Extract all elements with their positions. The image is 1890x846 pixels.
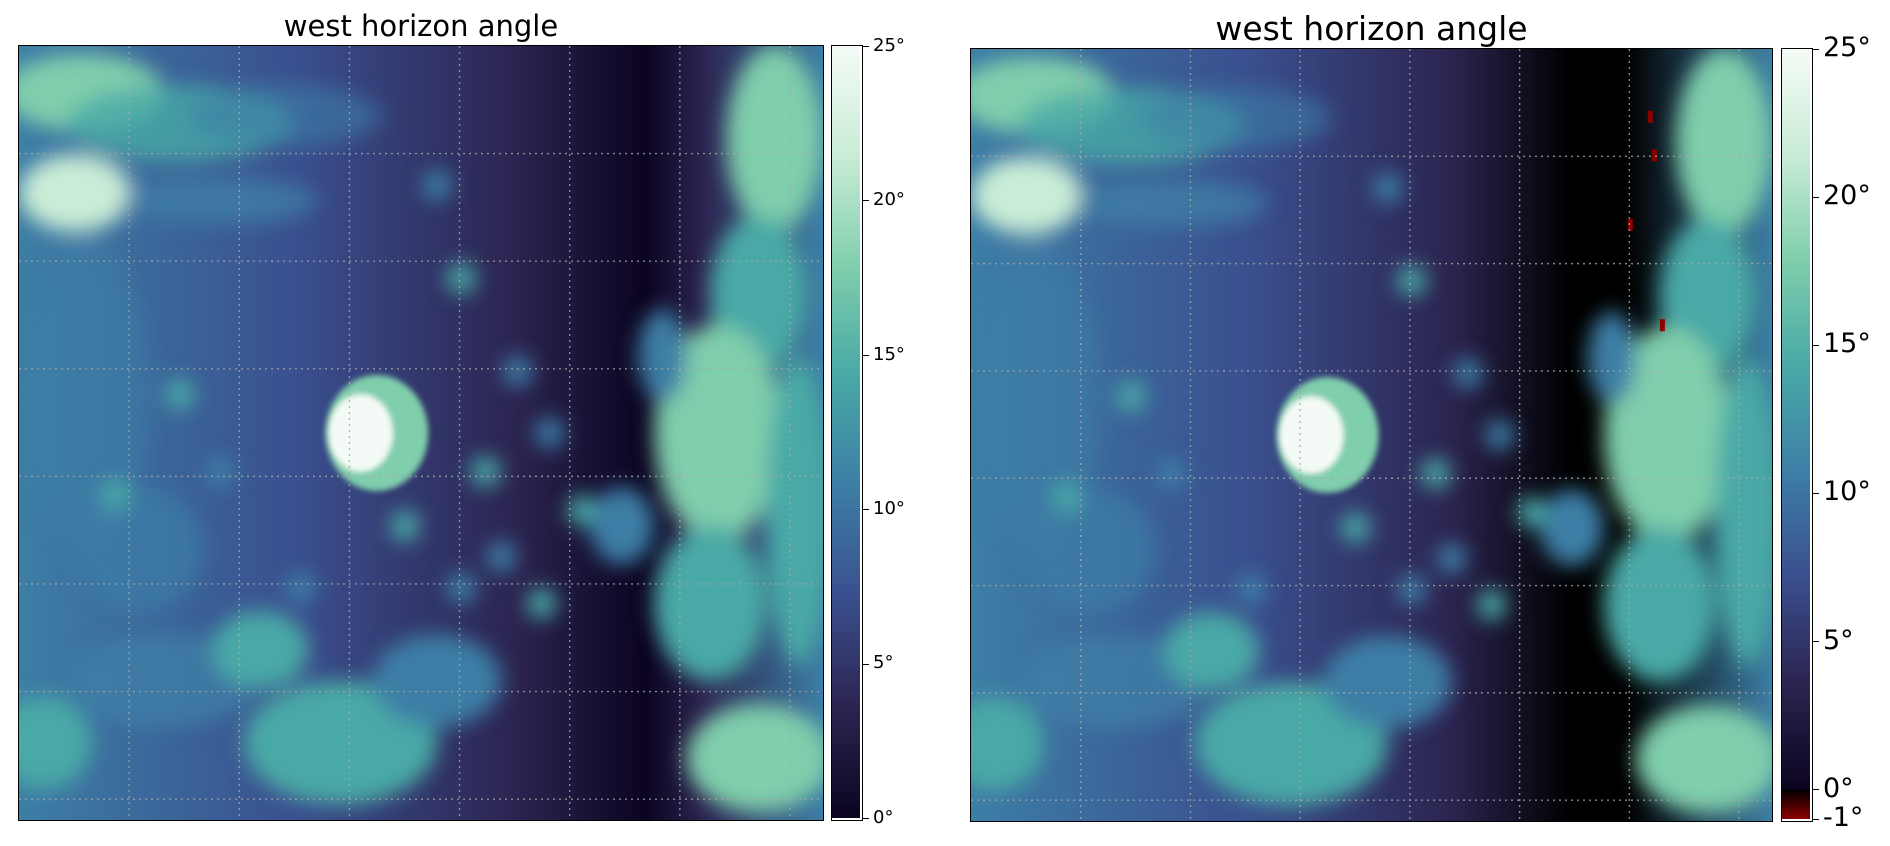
tick-mark (862, 509, 869, 511)
tick-label: 0° (1823, 772, 1854, 804)
colorbar-left: 0° 5° 10° 15° 20° 25° (831, 35, 905, 828)
heatmap-image (971, 49, 1772, 821)
colorbar-gradient (832, 46, 860, 818)
colorbar-gradient (1782, 49, 1810, 819)
tick-mark (1812, 197, 1819, 199)
tick-mark (1812, 641, 1819, 643)
tick-mark (1812, 345, 1819, 347)
tick-mark (1812, 49, 1819, 50)
tick-mark (1812, 789, 1819, 791)
tick-label: 20° (1823, 180, 1871, 212)
tick-mark (862, 663, 869, 665)
grid-lines (19, 46, 823, 820)
tick-label: 0° (873, 806, 894, 828)
chart-title: west horizon angle (283, 9, 559, 43)
tick-label: 10° (1823, 476, 1871, 508)
tick-label: 5° (1823, 624, 1854, 656)
tick-label: 15° (873, 343, 905, 365)
terrain-layer (19, 46, 823, 820)
tick-mark (862, 46, 869, 47)
terrain-layer (971, 49, 1772, 821)
chart-title: west horizon angle (1215, 9, 1528, 48)
tick-label: 15° (1823, 328, 1871, 360)
tick-label: -1° (1823, 802, 1864, 834)
grid-lines (971, 49, 1772, 821)
colorbar-right: -1° 0° 5° 10° 15° 20° 25° (1781, 32, 1871, 833)
tick-mark (862, 200, 869, 202)
tick-label: 25° (1823, 32, 1871, 64)
tick-label: 10° (873, 498, 905, 520)
heatmap-image (19, 46, 823, 820)
tick-label: 25° (873, 34, 905, 56)
heatmap-right (970, 48, 1773, 822)
tick-label: 20° (873, 189, 905, 211)
heatmap-left (18, 45, 824, 821)
tick-label: 5° (873, 652, 894, 674)
tick-mark (1812, 819, 1819, 820)
tick-mark (862, 354, 869, 356)
tick-mark (1812, 493, 1819, 495)
tick-mark (862, 818, 869, 819)
